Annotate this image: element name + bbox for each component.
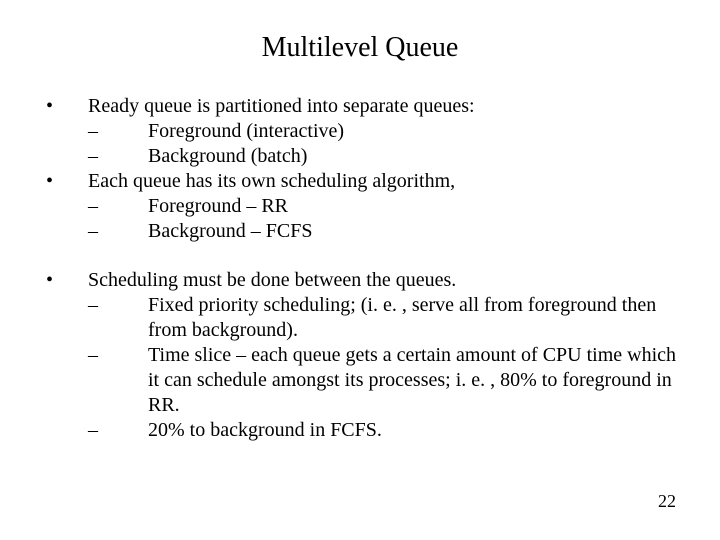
dash-icon: – [88,144,126,169]
bullet-icon: • [40,268,88,293]
spacer [40,244,680,268]
bullet-text: Scheduling must be done between the queu… [88,268,680,293]
list-item: – Background (batch) [40,144,680,169]
list-item: – 20% to background in FCFS. [40,418,680,443]
bullet-icon: • [40,169,88,194]
dash-icon: – [88,219,126,244]
sub-text: Background – FCFS [148,219,680,244]
bullet-text: Ready queue is partitioned into separate… [88,94,680,119]
list-item: – Foreground – RR [40,194,680,219]
list-item: • Ready queue is partitioned into separa… [40,94,680,119]
slide: Multilevel Queue • Ready queue is partit… [0,0,720,540]
list-item: • Scheduling must be done between the qu… [40,268,680,293]
dash-icon: – [88,418,126,443]
slide-body: • Ready queue is partitioned into separa… [40,94,680,443]
bullet-text: Each queue has its own scheduling algori… [88,169,680,194]
list-item: – Foreground (interactive) [40,119,680,144]
dash-icon: – [88,293,126,318]
dash-icon: – [88,119,126,144]
sub-text: Background (batch) [148,144,680,169]
list-item: • Each queue has its own scheduling algo… [40,169,680,194]
sub-text: Time slice – each queue gets a certain a… [148,343,680,418]
sub-text: Fixed priority scheduling; (i. e. , serv… [148,293,680,343]
bullet-icon: • [40,94,88,119]
page-number: 22 [658,491,676,512]
dash-icon: – [88,194,126,219]
list-item: – Time slice – each queue gets a certain… [40,343,680,418]
list-item: – Fixed priority scheduling; (i. e. , se… [40,293,680,343]
sub-text: Foreground (interactive) [148,119,680,144]
sub-text: 20% to background in FCFS. [148,418,680,443]
slide-title: Multilevel Queue [40,32,680,64]
sub-text: Foreground – RR [148,194,680,219]
dash-icon: – [88,343,126,368]
list-item: – Background – FCFS [40,219,680,244]
